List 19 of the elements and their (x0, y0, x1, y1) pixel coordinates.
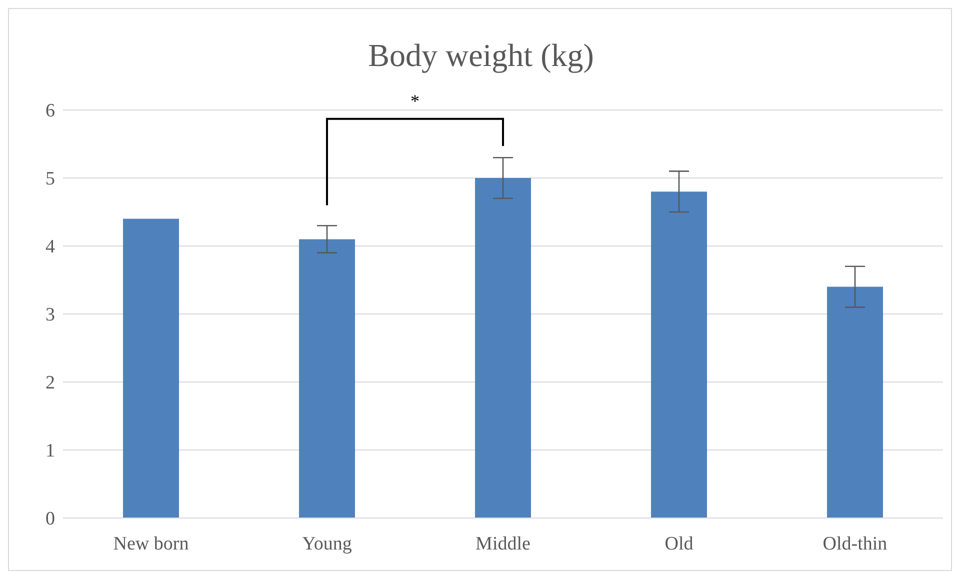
x-tick-label: New born (113, 533, 190, 554)
x-tick-label: Old (664, 533, 694, 554)
bar (475, 178, 531, 518)
bar (123, 218, 179, 518)
annotation: * (410, 90, 420, 111)
y-tick-label: 0 (46, 508, 55, 530)
y-tick-label: 3 (46, 304, 55, 326)
bar (299, 239, 355, 518)
bar (827, 286, 883, 518)
y-tick-label: 1 (46, 440, 55, 462)
y-tick-label: 6 (46, 100, 55, 122)
x-tick-label: Old-thin (822, 533, 888, 554)
y-tick-label: 5 (46, 168, 55, 190)
x-tick-label: Young (302, 533, 352, 554)
chart-title: Body weight (kg) (367, 37, 595, 74)
y-tick-label: 2 (46, 372, 55, 394)
bar (651, 192, 707, 518)
x-tick-label: Middle (476, 533, 530, 554)
y-tick-label: 4 (46, 236, 56, 258)
